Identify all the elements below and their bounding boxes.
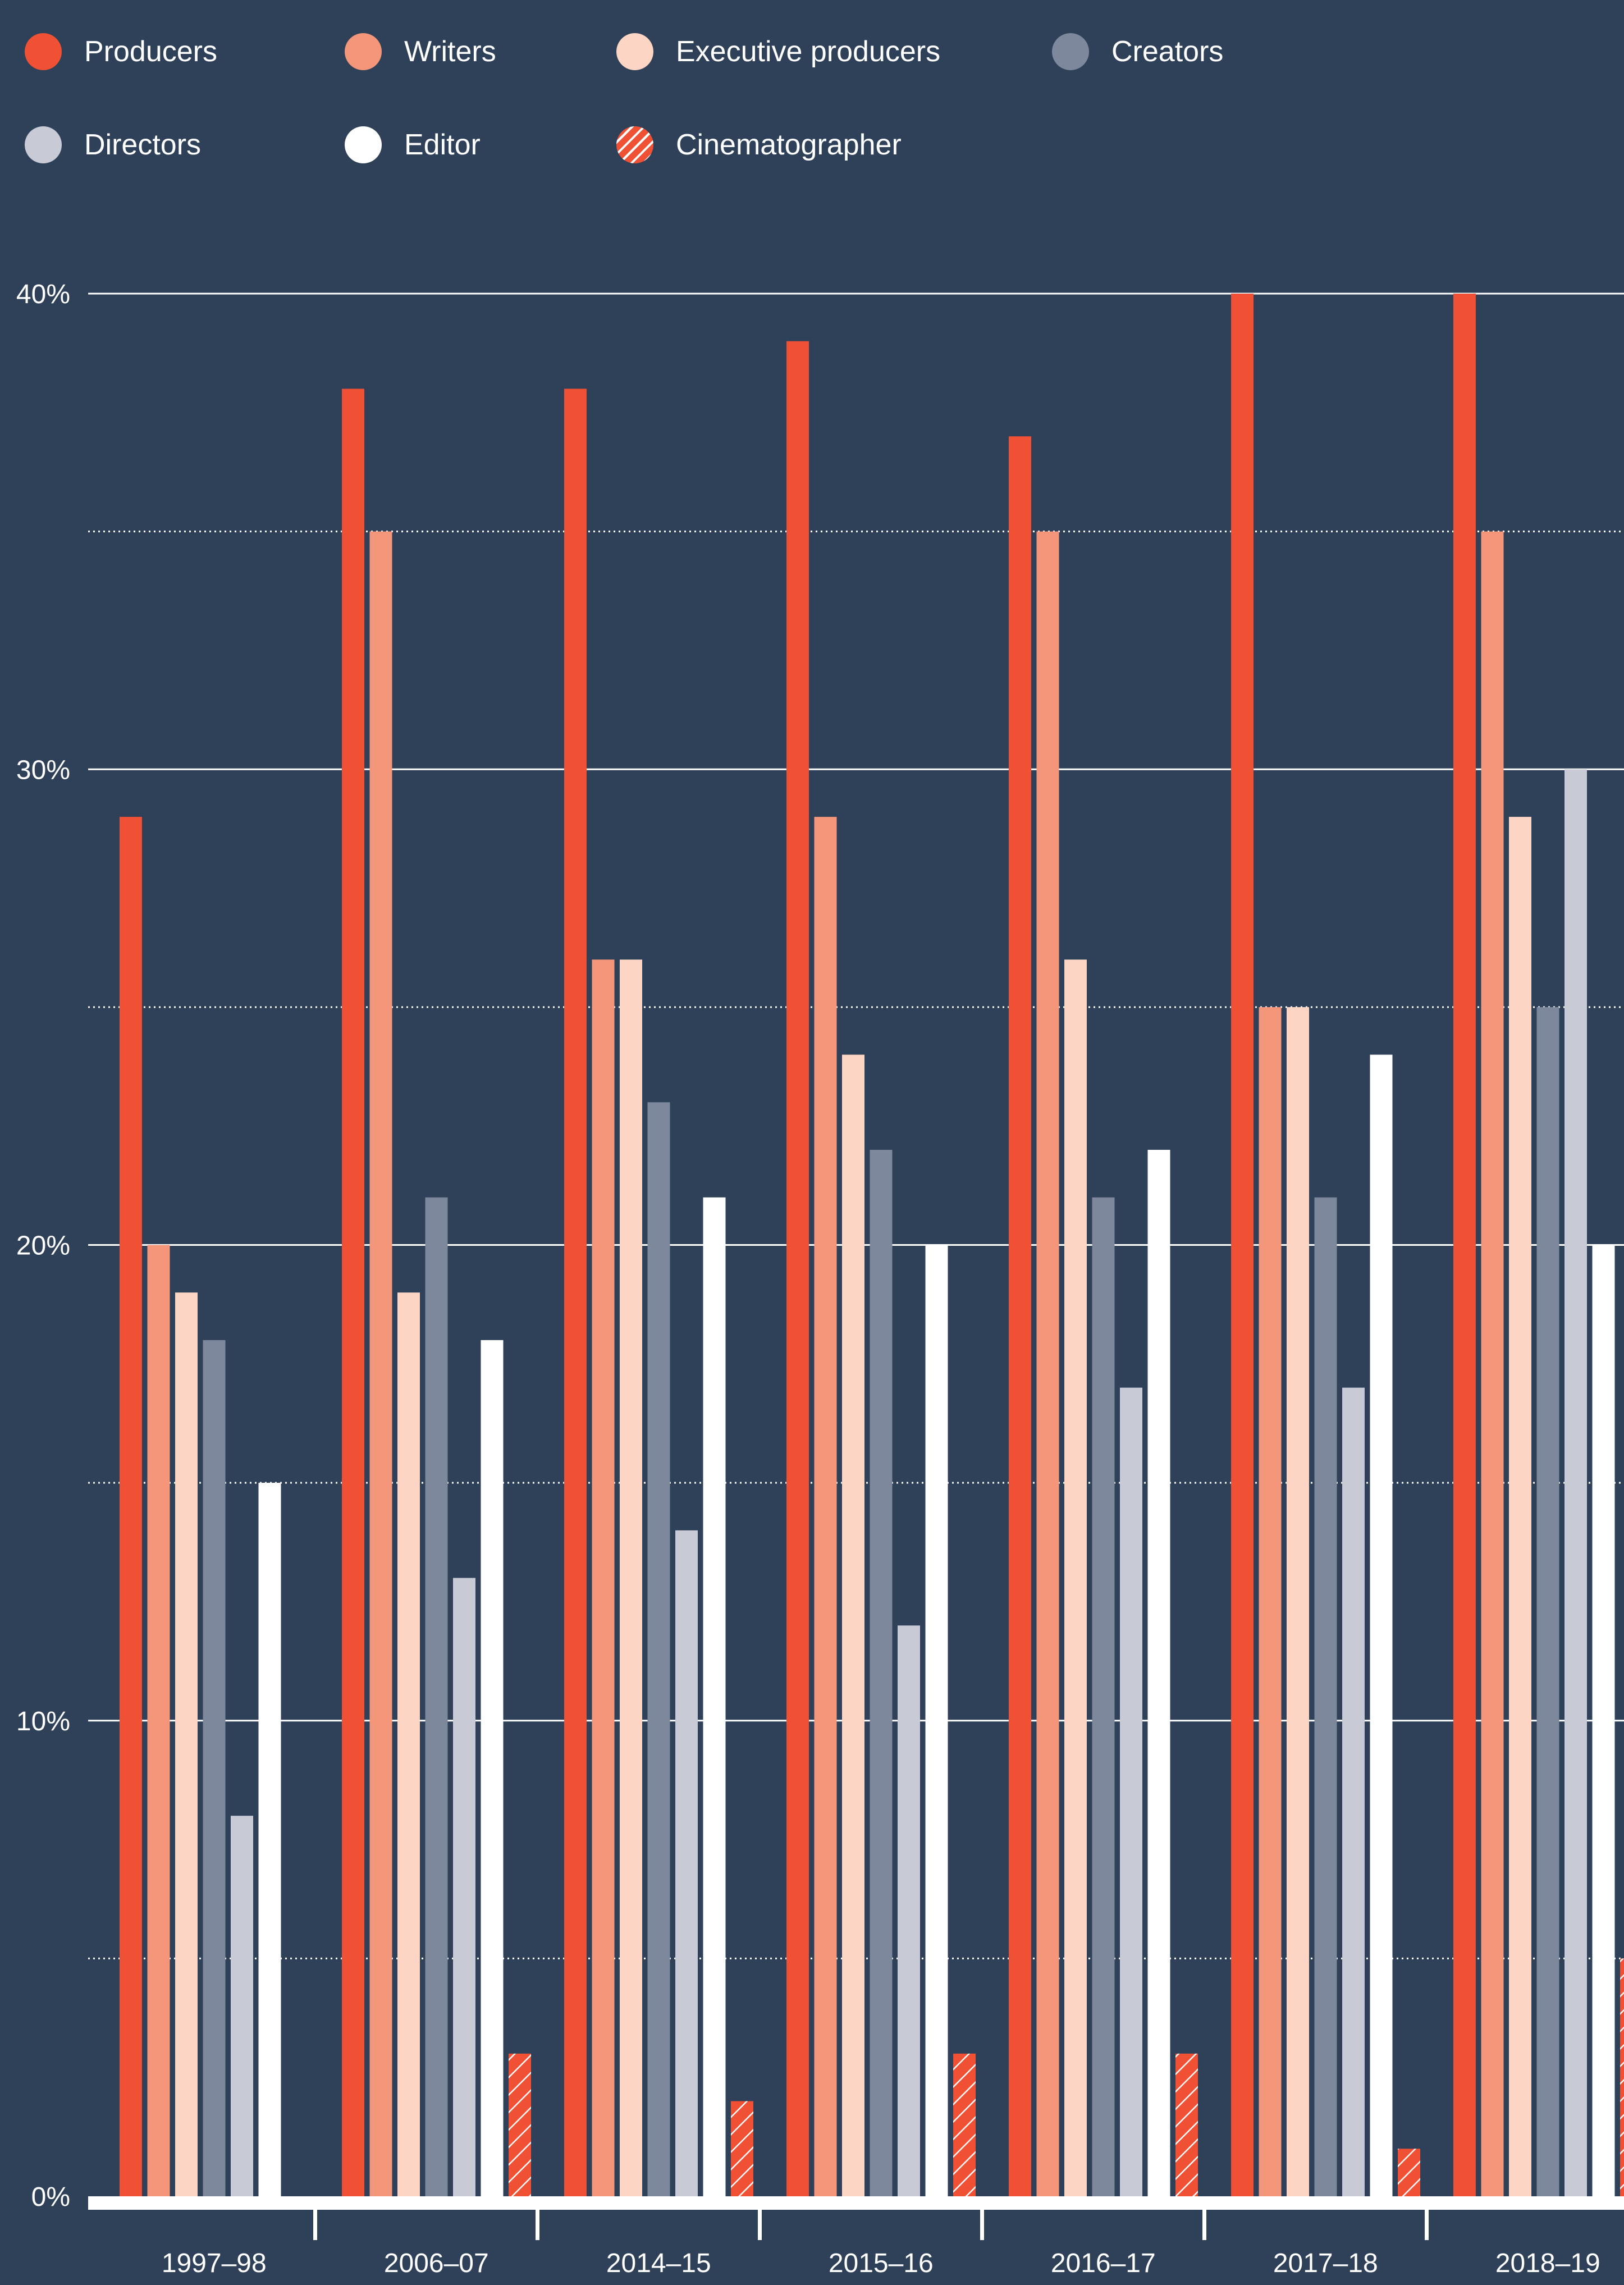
legend-swatch-directors: [25, 126, 62, 163]
bars: [120, 294, 1624, 2197]
x-axis-separator: [1425, 2208, 1429, 2240]
bar-editor-2006-07: [481, 1340, 504, 2196]
bar-directors-2006-07: [453, 1578, 475, 2196]
legend-swatch-executive-producers: [616, 33, 653, 70]
x-tick-label: 2006–07: [384, 2249, 489, 2278]
x-axis-separator: [1202, 2208, 1206, 2240]
x-tick-label: 2017–18: [1273, 2249, 1378, 2278]
bar-cinematographer-2015-16: [953, 2053, 976, 2196]
legend-item-writers: Writers: [345, 29, 496, 74]
bar-creators-2014-15: [647, 1102, 670, 2196]
bar-creators-1997-98: [203, 1340, 226, 2196]
y-tick-label: 20%: [16, 1231, 70, 1261]
bar-producers-2017-18: [1231, 294, 1254, 2196]
bar-producers-2015-16: [786, 341, 809, 2196]
bar-executive-producers-2014-15: [620, 959, 642, 2197]
legend-swatch-creators: [1052, 33, 1089, 70]
bar-editor-2015-16: [925, 1245, 948, 2196]
bar-editor-1997-98: [258, 1483, 281, 2196]
x-tick-label: 2015–16: [829, 2249, 934, 2278]
x-tick-label: 2014–15: [606, 2249, 711, 2278]
bar-creators-2018-19: [1536, 1007, 1559, 2196]
bar-writers-2006-07: [369, 531, 392, 2196]
bar-cinematographer-2006-07: [509, 2053, 531, 2196]
bar-directors-2014-15: [675, 1530, 698, 2196]
bar-executive-producers-2017-18: [1287, 1007, 1309, 2196]
bar-writers-2015-16: [814, 816, 837, 2196]
bar-directors-2018-19: [1564, 769, 1587, 2196]
bar-producers-2016-17: [1009, 436, 1031, 2196]
bar-directors-2016-17: [1120, 1387, 1142, 2196]
bar-producers-1997-98: [120, 816, 142, 2196]
bar-writers-2014-15: [592, 959, 615, 2197]
bar-cinematographer-2014-15: [731, 2101, 753, 2196]
legend-label: Editor: [404, 129, 481, 161]
legend-label: Directors: [84, 129, 202, 161]
legend-label: Creators: [1111, 35, 1224, 68]
bar-creators-2017-18: [1314, 1197, 1337, 2196]
legend-label: Executive producers: [676, 35, 941, 68]
bar-producers-2006-07: [342, 389, 364, 2197]
legend-swatch-editor: [345, 126, 382, 163]
legend-item-cinematographer: Cinematographer: [616, 122, 902, 167]
x-axis-separator: [536, 2208, 539, 2240]
legend-item-editor: Editor: [345, 122, 481, 167]
bar-writers-2018-19: [1481, 531, 1504, 2196]
legend-swatch-producers: [25, 33, 62, 70]
legend-item-executive-producers: Executive producers: [616, 29, 940, 74]
bar-writers-1997-98: [147, 1245, 170, 2196]
bar-directors-1997-98: [231, 1816, 253, 2196]
legend-label: Producers: [84, 35, 217, 68]
legend-item-directors: Directors: [25, 122, 201, 167]
bar-executive-producers-2015-16: [842, 1054, 864, 2196]
bar-creators-2015-16: [870, 1150, 893, 2196]
y-tick-label: 10%: [16, 1707, 70, 1736]
x-axis: [88, 2196, 1624, 2240]
bar-editor-2017-18: [1370, 1054, 1393, 2196]
bar-creators-2016-17: [1092, 1197, 1115, 2196]
legend-label: Writers: [404, 35, 496, 68]
bar-cinematographer-2017-18: [1398, 2149, 1420, 2196]
x-axis-separator: [313, 2208, 317, 2240]
legend-item-producers: Producers: [25, 29, 217, 74]
x-axis-baseline: [88, 2196, 1624, 2210]
bar-executive-producers-1997-98: [175, 1292, 198, 2196]
bar-executive-producers-2006-07: [397, 1292, 420, 2196]
bar-writers-2016-17: [1036, 531, 1059, 2196]
chart-legend: Producers Writers Executive producers Creat…: [25, 29, 1596, 192]
x-tick-label: 2016–17: [1051, 2249, 1156, 2278]
legend-label: Cinematographer: [676, 129, 902, 161]
bar-creators-2006-07: [425, 1197, 448, 2196]
bar-producers-2018-19: [1453, 294, 1476, 2196]
tick-labels: 0% 10% 20% 30% 40% 1997–98 2006–07 2014–15 2015–…: [16, 280, 1600, 2278]
x-axis-separator: [758, 2208, 762, 2240]
y-tick-label: 30%: [16, 755, 70, 785]
bar-producers-2014-15: [564, 389, 587, 2197]
bar-cinematographer-2016-17: [1175, 2053, 1198, 2196]
bar-executive-producers-2016-17: [1064, 959, 1087, 2197]
bar-editor-2018-19: [1592, 1245, 1615, 2196]
bar-editor-2016-17: [1147, 1150, 1170, 2196]
legend-swatch-cinematographer: [616, 126, 653, 163]
bar-cinematographer-2018-19: [1620, 1958, 1624, 2196]
x-tick-label: 2018–19: [1495, 2249, 1600, 2278]
bar-directors-2015-16: [898, 1625, 920, 2196]
x-tick-label: 1997–98: [162, 2249, 267, 2278]
legend-item-creators: Creators: [1052, 29, 1223, 74]
y-tick-label: 0%: [31, 2182, 70, 2212]
bar-executive-producers-2018-19: [1509, 816, 1531, 2196]
y-tick-label: 40%: [16, 280, 70, 309]
legend-swatch-writers: [345, 33, 382, 70]
bar-editor-2014-15: [703, 1197, 726, 2196]
x-axis-separator: [980, 2208, 984, 2240]
bar-directors-2017-18: [1342, 1387, 1365, 2196]
bar-writers-2017-18: [1259, 1007, 1282, 2196]
